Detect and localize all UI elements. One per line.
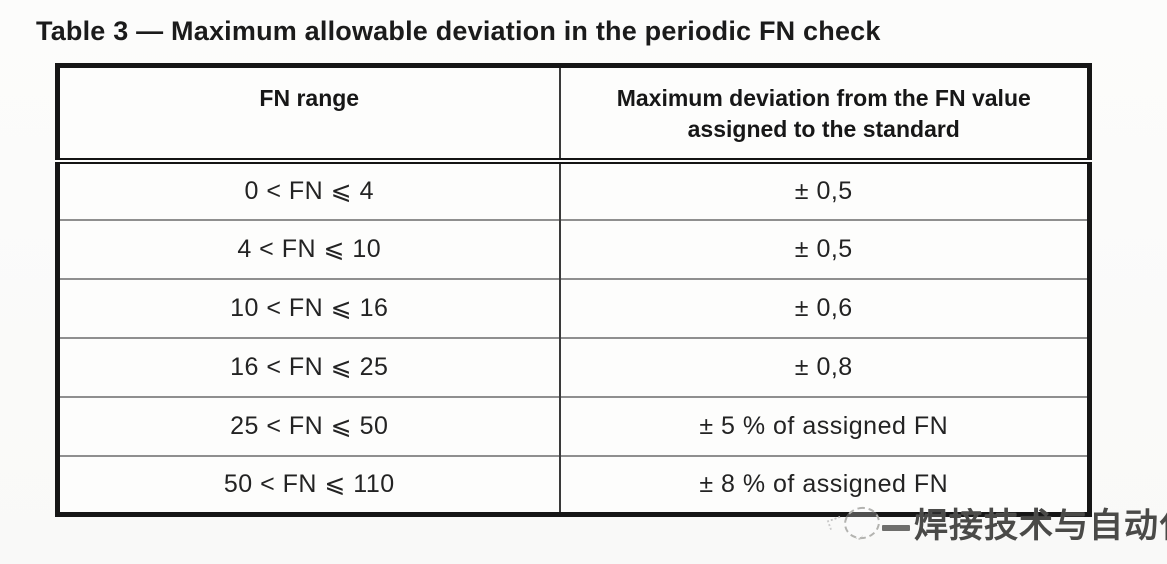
watermark-squiggle-mark bbox=[826, 515, 844, 530]
fn-range-cell: 16 < FN ⩽ 25 bbox=[57, 336, 561, 397]
deviation-cell: ± 5 % of assigned FN bbox=[559, 395, 1090, 456]
deviation-cell: ± 0,5 bbox=[794, 176, 853, 205]
table-row: 0 < FN ⩽ 4 ± 0,5 bbox=[57, 160, 1090, 220]
header-max-deviation-label: Maximum deviation from the FN value assi… bbox=[616, 85, 1031, 143]
fn-range-cell: 10 < FN ⩽ 16 bbox=[57, 277, 561, 338]
header-fn-range: FN range bbox=[57, 65, 561, 164]
fn-deviation-table: FN range Maximum deviation from the FN v… bbox=[55, 63, 1092, 517]
deviation-cell: ± 0,6 bbox=[559, 277, 1090, 338]
fn-range-cell: 50 < FN ⩽ 110 bbox=[57, 454, 561, 515]
table-row: 10 < FN ⩽ 16 ± 0,6 bbox=[57, 277, 1090, 338]
table-row: 50 < FN ⩽ 110 ± 8 % of assigned FN bbox=[57, 454, 1090, 515]
table-row: 4 < FN ⩽ 10 ± 0,5 bbox=[57, 218, 1090, 279]
deviation-cell: ± 8 % of assigned FN bbox=[559, 454, 1090, 515]
watermark-dash-mark bbox=[882, 524, 910, 531]
deviation-cell: ± 0,8 bbox=[559, 336, 1090, 397]
table-header-row: FN range Maximum deviation from the FN v… bbox=[57, 65, 1090, 164]
deviation-cell: ± 0,5 bbox=[559, 218, 1090, 279]
header-max-deviation: Maximum deviation from the FN value assi… bbox=[559, 65, 1090, 164]
header-fn-range-label: FN range bbox=[259, 85, 360, 111]
fn-range-cell: 25 < FN ⩽ 50 bbox=[57, 395, 561, 456]
fn-range-cell: 0 < FN ⩽ 4 bbox=[57, 160, 561, 220]
table-row: 25 < FN ⩽ 50 ± 5 % of assigned FN bbox=[57, 395, 1090, 456]
table-caption: Table 3 — Maximum allowable deviation in… bbox=[36, 16, 881, 46]
fn-range-cell: 4 < FN ⩽ 10 bbox=[57, 218, 561, 279]
table-row: 16 < FN ⩽ 25 ± 0,8 bbox=[57, 336, 1090, 397]
